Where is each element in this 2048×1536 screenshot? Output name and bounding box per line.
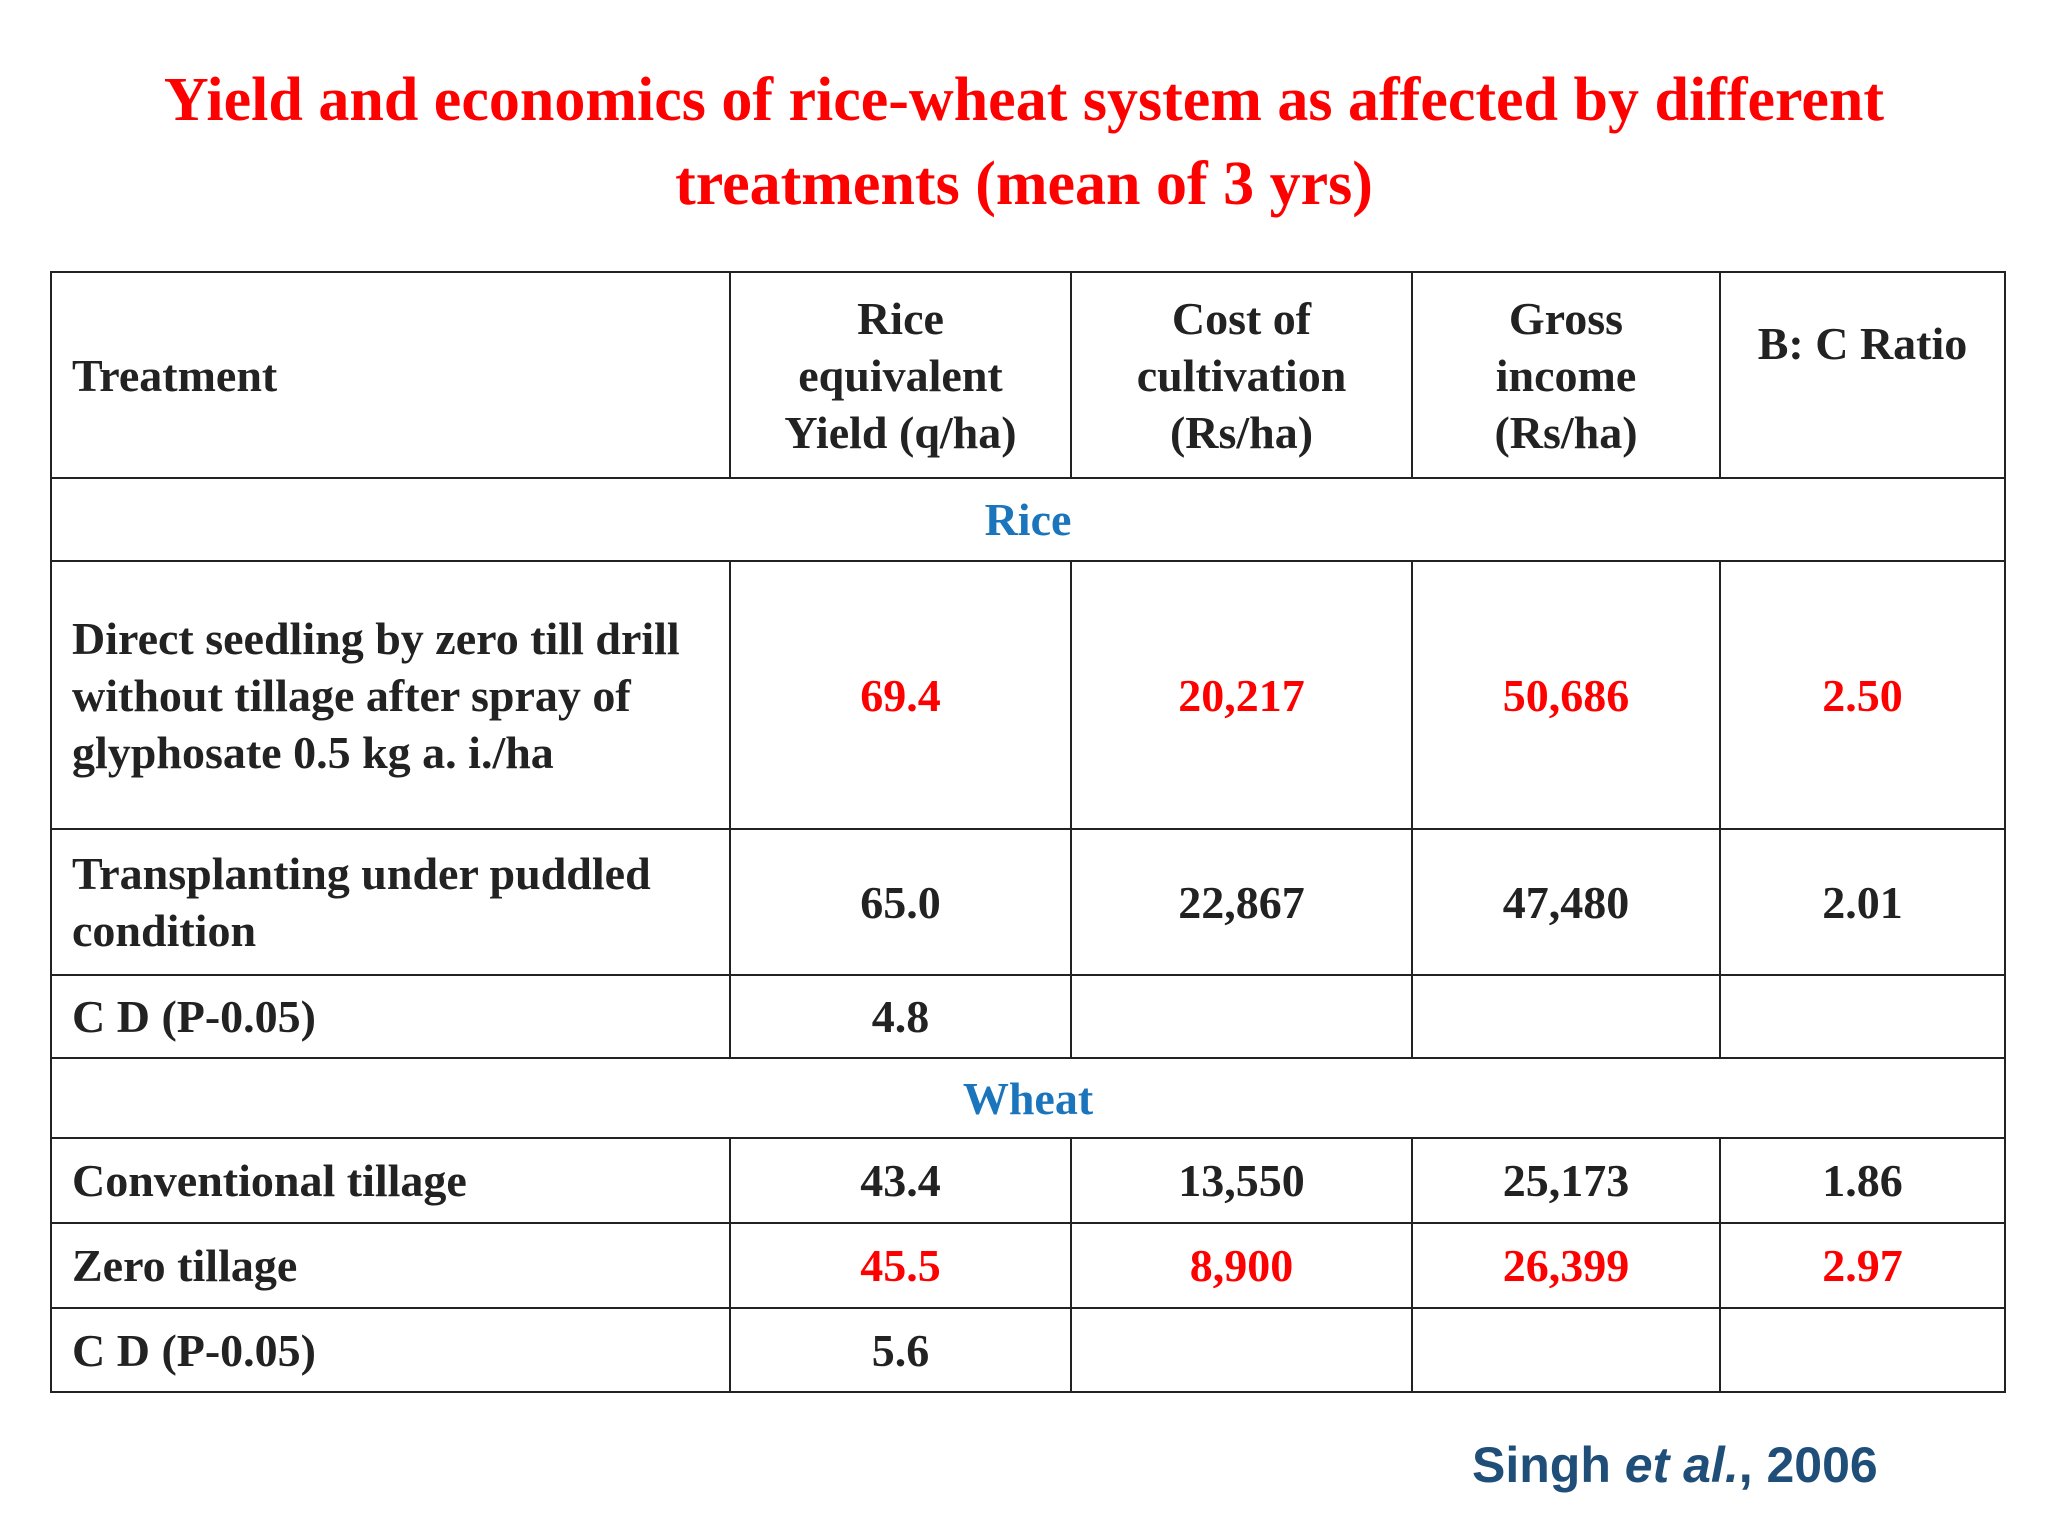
citation: Singh et al., 2006 (1472, 1436, 1878, 1494)
table-row: C D (P-0.05) 5.6 (51, 1308, 2005, 1392)
table-row: C D (P-0.05) 4.8 (51, 975, 2005, 1058)
ratio-cell (1720, 1308, 2005, 1392)
yield-cell: 45.5 (730, 1223, 1071, 1308)
header-cost: Cost of cultivation (Rs/ha) (1071, 272, 1412, 478)
section-row-rice: Rice (51, 478, 2005, 561)
treatment-cell: C D (P-0.05) (51, 1308, 730, 1392)
income-cell: 26,399 (1412, 1223, 1720, 1308)
treatment-cell: Conventional tillage (51, 1138, 730, 1223)
header-row: Treatment Rice equivalent Yield (q/ha) C… (51, 272, 2005, 478)
treatment-cell: Zero tillage (51, 1223, 730, 1308)
table-row: Zero tillage 45.5 8,900 26,399 2.97 (51, 1223, 2005, 1308)
ratio-cell: 2.50 (1720, 561, 2005, 829)
treatment-cell: C D (P-0.05) (51, 975, 730, 1058)
header-income: Gross income (Rs/ha) (1412, 272, 1720, 478)
header-treatment: Treatment (51, 272, 730, 478)
table-row: Transplanting under puddled condition 65… (51, 829, 2005, 975)
income-cell: 25,173 (1412, 1138, 1720, 1223)
income-cell: 47,480 (1412, 829, 1720, 975)
cost-cell: 8,900 (1071, 1223, 1412, 1308)
header-ratio: B: C Ratio (1720, 272, 2005, 478)
yield-cell: 4.8 (730, 975, 1071, 1058)
header-yield: Rice equivalent Yield (q/ha) (730, 272, 1071, 478)
section-label: Wheat (51, 1058, 2005, 1138)
table-row: Direct seedling by zero till drill witho… (51, 561, 2005, 829)
ratio-cell: 2.01 (1720, 829, 2005, 975)
yield-cell: 65.0 (730, 829, 1071, 975)
income-cell (1412, 1308, 1720, 1392)
cost-cell (1071, 1308, 1412, 1392)
treatment-cell: Transplanting under puddled condition (51, 829, 730, 975)
ratio-cell: 1.86 (1720, 1138, 2005, 1223)
yield-cell: 5.6 (730, 1308, 1071, 1392)
treatment-cell: Direct seedling by zero till drill witho… (51, 561, 730, 829)
income-cell (1412, 975, 1720, 1058)
income-cell: 50,686 (1412, 561, 1720, 829)
cost-cell: 22,867 (1071, 829, 1412, 975)
cost-cell: 20,217 (1071, 561, 1412, 829)
results-table: Treatment Rice equivalent Yield (q/ha) C… (50, 271, 2006, 1393)
section-label: Rice (51, 478, 2005, 561)
citation-author: Singh (1472, 1437, 1625, 1493)
ratio-cell: 2.97 (1720, 1223, 2005, 1308)
citation-etal: et al. (1625, 1437, 1739, 1493)
slide-title: Yield and economics of rice-wheat system… (60, 58, 1988, 226)
yield-cell: 69.4 (730, 561, 1071, 829)
cost-cell: 13,550 (1071, 1138, 1412, 1223)
table-row: Conventional tillage 43.4 13,550 25,173 … (51, 1138, 2005, 1223)
ratio-cell (1720, 975, 2005, 1058)
yield-cell: 43.4 (730, 1138, 1071, 1223)
cost-cell (1071, 975, 1412, 1058)
section-row-wheat: Wheat (51, 1058, 2005, 1138)
citation-year: , 2006 (1739, 1437, 1878, 1493)
